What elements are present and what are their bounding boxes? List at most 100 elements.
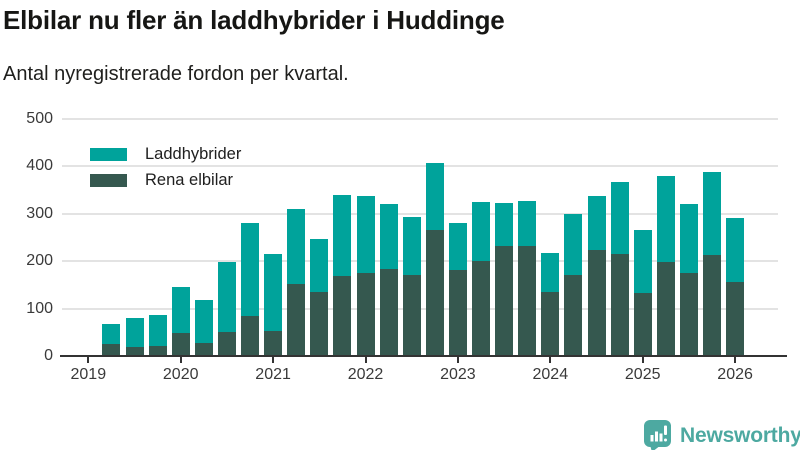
gridline-500 [62,117,778,120]
bar-2023-Q1 [448,222,467,356]
bar-2022-Q1 [356,195,375,356]
x-tick-label-2025: 2025 [624,366,661,383]
bar-2019-Q2 [102,323,121,356]
bar-2022-Q3 [402,216,421,356]
x-tick-label-2023: 2023 [440,366,476,383]
x-tick-2025 [641,357,644,363]
bar-segment-rena-elbilar [633,293,652,356]
legend-swatch-laddhybrider [90,147,127,161]
y-tick-label-300: 300 [26,204,53,222]
bar-segment-rena-elbilar [425,229,444,356]
bar-segment-rena-elbilar [333,276,352,356]
bar-2023-Q4 [518,201,537,356]
bar-2025-Q2 [656,176,675,356]
x-tick-2020 [179,357,182,363]
chart-subtitle: Antal nyregistrerade fordon per kvartal. [3,63,349,85]
x-tick-2021 [272,357,275,363]
x-tick-2023 [456,357,459,363]
bar-2025-Q1 [633,230,652,356]
gridline-300 [62,212,778,215]
bar-segment-laddhybrider [171,287,190,334]
bar-2021-Q4 [333,194,352,357]
legend: Laddhybrider Rena elbilar [90,141,241,193]
bar-segment-rena-elbilar [495,245,514,356]
x-tick-2019 [87,357,90,363]
bar-segment-rena-elbilar [148,345,167,356]
bar-2024-Q2 [564,213,583,356]
bar-segment-laddhybrider [379,204,398,270]
bar-2024-Q1 [541,252,560,356]
bar-segment-laddhybrider [217,261,236,333]
bar-segment-laddhybrider [495,202,514,246]
bar-2021-Q3 [310,238,329,356]
bar-2024-Q4 [610,182,629,356]
bar-segment-laddhybrider [148,315,167,346]
bar-segment-rena-elbilar [194,343,213,356]
y-tick-label-500: 500 [26,109,53,127]
y-tick-label-400: 400 [26,157,53,174]
bar-segment-rena-elbilar [703,255,721,356]
bar-segment-rena-elbilar [518,246,537,356]
bar-segment-laddhybrider [194,300,213,344]
bar-2021-Q2 [287,208,306,356]
bar-segment-rena-elbilar [241,315,259,356]
legend-swatch-rena-elbilar [90,173,127,187]
bar-2022-Q4 [425,162,444,356]
bar-segment-laddhybrider [564,213,583,276]
bar-segment-laddhybrider [518,201,537,247]
bar-2026-Q1 [726,217,745,356]
legend-item-laddhybrider: Laddhybrider [90,141,241,167]
bar-segment-laddhybrider [310,238,329,292]
bar-segment-laddhybrider [241,223,259,316]
x-tick-label-2021: 2021 [255,366,291,383]
bar-segment-laddhybrider [287,208,306,284]
gridline-400 [62,165,778,167]
newsworthy-logo[interactable]: Newsworthy [643,419,800,450]
bar-segment-rena-elbilar [726,282,745,356]
bar-segment-rena-elbilar [356,272,375,356]
x-tick-label-2022: 2022 [347,366,384,383]
bar-segment-rena-elbilar [610,253,629,356]
bar-segment-laddhybrider [703,171,721,256]
bar-segment-laddhybrider [425,162,444,230]
y-tick-label-0: 0 [44,347,53,364]
bar-segment-laddhybrider [333,194,352,277]
x-tick-2024 [549,357,552,363]
bar-segment-laddhybrider [726,217,745,283]
newsworthy-logo-icon [644,420,671,450]
x-axis-line [60,355,787,357]
bar-segment-rena-elbilar [541,292,560,356]
bar-2023-Q3 [495,202,514,356]
bar-2025-Q3 [679,204,698,356]
x-tick-label-2019: 2019 [70,366,107,383]
bar-2020-Q3 [217,261,236,356]
bar-segment-rena-elbilar [287,283,306,356]
bar-segment-laddhybrider [633,230,652,294]
bar-segment-rena-elbilar [217,332,236,356]
bar-segment-rena-elbilar [310,291,329,356]
bar-segment-laddhybrider [587,195,606,250]
newsworthy-wordmark: Newsworthy [680,423,800,447]
x-tick-label-2020: 2020 [162,366,199,383]
bar-segment-rena-elbilar [102,344,121,356]
bar-segment-rena-elbilar [472,260,490,356]
bar-2019-Q3 [125,318,144,356]
legend-label-rena-elbilar: Rena elbilar [145,170,234,189]
bar-segment-rena-elbilar [125,347,144,356]
bar-segment-laddhybrider [610,182,629,254]
bar-2023-Q2 [472,202,490,356]
bar-segment-laddhybrider [102,323,121,345]
bar-segment-rena-elbilar [264,330,283,356]
bar-segment-rena-elbilar [656,262,675,356]
bar-segment-laddhybrider [656,176,675,263]
bar-segment-laddhybrider [472,202,490,261]
y-tick-label-100: 100 [26,299,53,317]
x-tick-2022 [364,357,367,363]
bar-2024-Q3 [587,195,606,356]
bar-segment-rena-elbilar [587,249,606,356]
x-tick-label-2026: 2026 [717,366,753,383]
y-tick-label-200: 200 [26,252,53,269]
bar-segment-laddhybrider [125,318,144,348]
x-tick-2026 [734,357,737,363]
